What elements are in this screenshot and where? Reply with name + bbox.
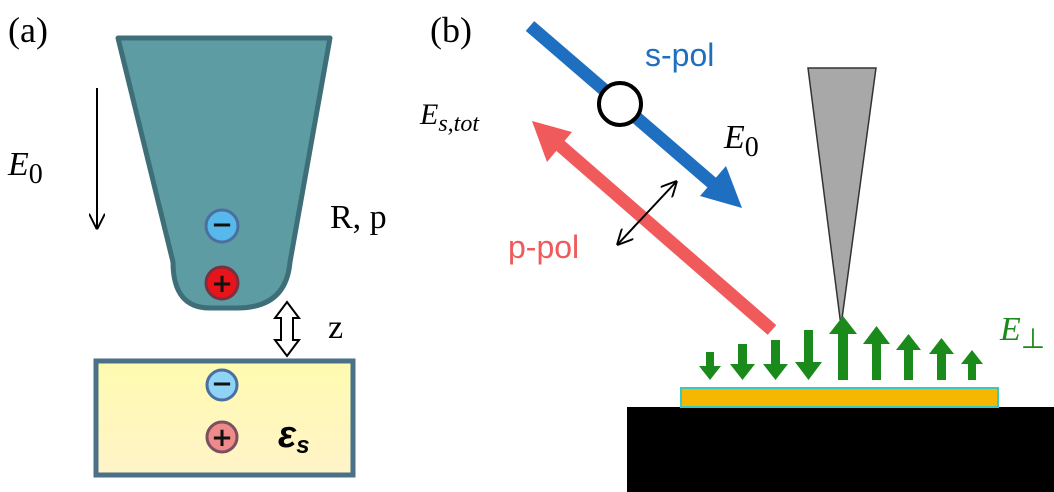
- distance-arrow: [275, 302, 299, 356]
- afm-tip: [808, 68, 876, 326]
- up-arrow: [829, 316, 857, 380]
- distance-label: z: [328, 309, 343, 346]
- up-arrow: [929, 338, 954, 380]
- field-label: E0: [7, 146, 43, 190]
- field-sub: s,tot: [438, 111, 480, 137]
- field-main: E: [999, 311, 1021, 348]
- sample-sub: s: [296, 432, 309, 459]
- s-pol-label: s-pol: [645, 37, 714, 73]
- near-field-label: E⊥: [999, 311, 1045, 355]
- panel-label: (b): [430, 10, 472, 50]
- down-arrow: [763, 340, 788, 380]
- field-sub: ⊥: [1021, 324, 1045, 355]
- charge-sign: +: [211, 269, 233, 299]
- near-field-arrows: [699, 316, 983, 380]
- down-arrow: [730, 344, 755, 380]
- substrate: [627, 407, 1054, 492]
- scattered-beam: [556, 142, 772, 330]
- field-sub: 0: [29, 159, 43, 190]
- panel-b: (b) s-pol E0 p-pol Es,tot E⊥: [419, 10, 1054, 492]
- sample-main: ε: [278, 414, 297, 456]
- field-main: E: [7, 146, 29, 183]
- charge-sign: +: [211, 423, 233, 453]
- scattered-field-label: Es,tot: [419, 98, 480, 137]
- panel-a: (a) − + E0 R, p z − + εs: [7, 10, 387, 475]
- down-arrow: [699, 352, 721, 380]
- up-arrow: [863, 326, 890, 380]
- panel-label: (a): [8, 10, 48, 50]
- s-pol-symbol: [599, 83, 641, 125]
- film: [681, 388, 998, 407]
- charge-sign: −: [211, 369, 233, 399]
- field-main: E: [419, 98, 438, 131]
- diagram: (a) − + E0 R, p z − + εs (b) s-pol E0 p-…: [0, 0, 1054, 492]
- page: (a) − + E0 R, p z − + εs (b) s-pol E0 p-…: [0, 0, 1054, 492]
- field-main: E: [723, 119, 745, 156]
- incident-field-label: E0: [723, 119, 759, 163]
- down-arrow: [795, 330, 822, 380]
- p-pol-label: p-pol: [508, 229, 579, 265]
- field-sub: 0: [745, 132, 759, 163]
- tip-label: R, p: [330, 199, 387, 236]
- charge-sign: −: [211, 210, 233, 240]
- up-arrow: [961, 350, 983, 380]
- up-arrow: [896, 334, 921, 380]
